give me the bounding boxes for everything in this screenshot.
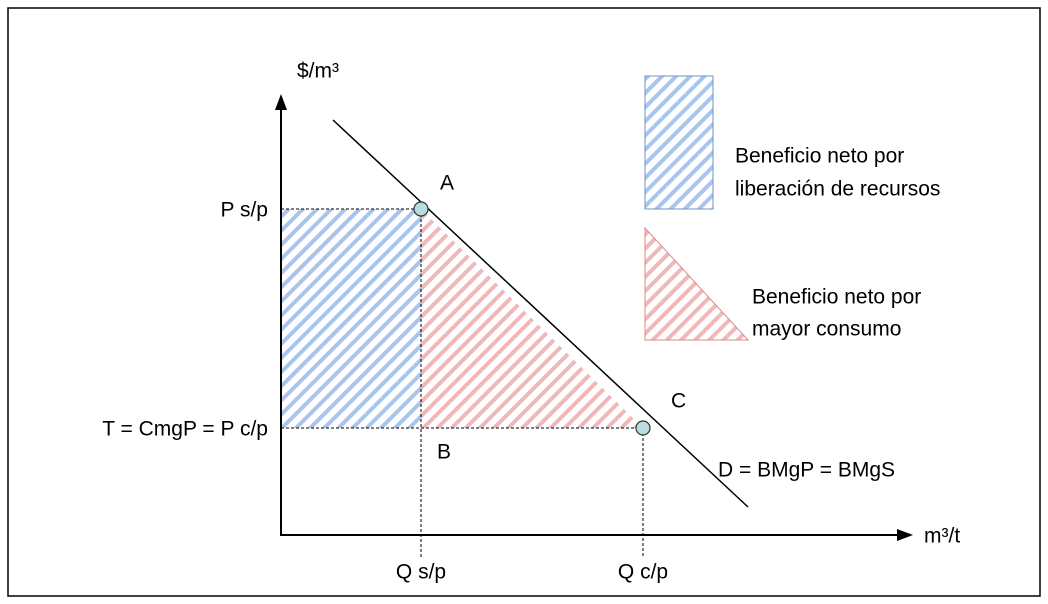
point-label: A [440,172,454,195]
point-label: C [671,390,686,413]
dashed-guides [281,208,644,558]
point-c [635,420,651,436]
x-label: Q s/p [396,561,446,584]
y-axis-label: $/m³ [297,60,339,83]
frame [7,7,1041,597]
axes [280,108,900,536]
legend-text: Beneficio neto por [752,286,921,309]
legend-text: mayor consumo [752,318,901,341]
y-label: P s/p [221,199,268,222]
point-a [413,201,429,217]
legend-text: liberación de recursos [735,178,940,201]
demand-line [332,119,749,508]
x-arrow [897,529,913,541]
blue-area [281,209,421,428]
point-label: B [437,441,451,464]
red-area [421,209,643,428]
x-axis-label: m³/t [924,525,960,548]
y-label: T = CmgP = P c/p [102,418,268,441]
legend-blue [644,75,714,210]
curve-label: D = BMgP = BMgS [718,459,895,482]
legend-text: Beneficio neto por [735,145,904,168]
y-arrow [275,94,287,110]
legend-red [644,226,750,341]
x-label: Q c/p [618,561,668,584]
